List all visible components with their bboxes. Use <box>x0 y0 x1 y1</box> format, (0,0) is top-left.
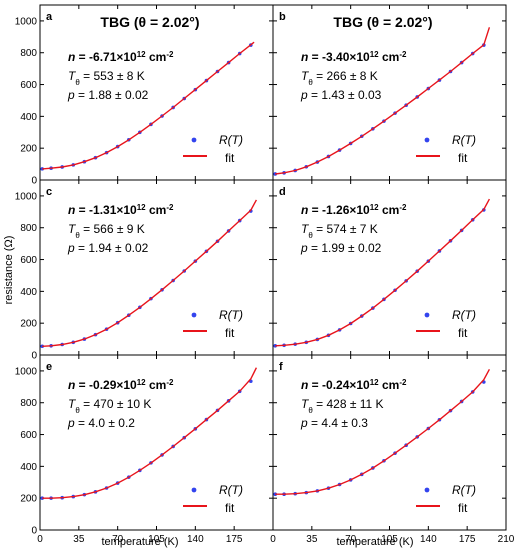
y-tick-label: 400 <box>20 287 37 298</box>
y-tick-label: 1000 <box>15 191 38 202</box>
exponent-label: p = 1.99 ± 0.02 <box>300 241 382 255</box>
y-tick-label: 800 <box>20 398 37 409</box>
panel-b: b TBG (θ = 2.02°) n = -3.40×1012 cm-2 Tθ = … <box>272 4 507 181</box>
fit-line-e <box>42 367 258 499</box>
x-tick-label: 70 <box>345 534 357 545</box>
y-tick-label: 400 <box>20 112 37 123</box>
panel-letter: b <box>279 11 286 23</box>
x-tick-label: 105 <box>381 534 398 545</box>
x-tick-label: 0 <box>270 534 276 545</box>
legend-fit-label: fit <box>225 501 235 515</box>
theta-temperature-label: Tθ = 574 ± 7 K <box>301 222 378 240</box>
legend-data-marker <box>191 137 197 143</box>
exponent-label: p = 1.88 ± 0.02 <box>67 88 149 102</box>
density-label: n = -1.31×1012 cm-2 <box>68 203 174 218</box>
legend-data-label: R(T) <box>219 133 243 147</box>
fit-line-d <box>275 198 491 347</box>
y-tick-label: 800 <box>20 223 37 234</box>
y-axis-label: resistance (Ω) <box>3 236 15 305</box>
density-label: n = -0.29×1012 cm-2 <box>68 378 174 393</box>
legend-data-label: R(T) <box>452 308 476 322</box>
exponent-label: p = 1.94 ± 0.02 <box>67 241 149 255</box>
x-tick-label: 35 <box>306 534 318 545</box>
legend-fit-label: fit <box>458 501 468 515</box>
theta-temperature-label: Tθ = 553 ± 8 K <box>68 69 145 87</box>
y-tick-label: 200 <box>20 319 37 330</box>
density-label: n = -6.71×1012 cm-2 <box>68 50 174 65</box>
x-tick-label: 0 <box>37 534 43 545</box>
legend-data-label: R(T) <box>452 483 476 497</box>
legend-data-marker <box>191 487 197 493</box>
theta-temperature-label: Tθ = 428 ± 11 K <box>301 397 384 415</box>
y-tick-label: 600 <box>20 80 37 91</box>
legend-data-label: R(T) <box>219 483 243 497</box>
y-tick-label: 600 <box>20 430 37 441</box>
panel-d: d n = -1.26×1012 cm-2 Tθ = 574 ± 7 Kp = 1.… <box>272 179 507 356</box>
theta-temperature-label: Tθ = 566 ± 9 K <box>68 222 145 240</box>
y-tick-label: 0 <box>31 351 37 362</box>
x-axis-label-left: temperature (K) <box>101 536 178 548</box>
x-axis-label-right: temperature (K) <box>336 536 413 548</box>
density-label: n = -1.26×1012 cm-2 <box>301 203 407 218</box>
y-tick-label: 0 <box>31 176 37 187</box>
legend-fit-label: fit <box>225 326 235 340</box>
fit-line-a <box>42 41 255 170</box>
exponent-label: p = 4.4 ± 0.3 <box>300 416 368 430</box>
y-tick-label: 0 <box>31 526 37 537</box>
panel-letter: c <box>46 186 52 198</box>
panel-e: 0 200 400 600 800 1000 0 35 70 105 140 175 e n = -0.2… <box>15 354 274 545</box>
density-label: n = -0.24×1012 cm-2 <box>301 378 407 393</box>
exponent-label: p = 1.43 ± 0.03 <box>300 88 382 102</box>
x-tick-label: 35 <box>73 534 85 545</box>
panel-a: 0 200 400 600 800 1000 a TBG (θ = 2.02°) n = -6.… <box>15 4 274 187</box>
legend-fit-label: fit <box>458 151 468 165</box>
x-tick-label: 175 <box>226 534 243 545</box>
y-tick-label: 200 <box>20 144 37 155</box>
y-tick-label: 200 <box>20 494 37 505</box>
density-label: n = -3.40×1012 cm-2 <box>301 50 407 65</box>
panel-letter: e <box>46 361 52 373</box>
fit-line-c <box>42 199 258 347</box>
panel-letter: d <box>279 186 286 198</box>
panel-title: TBG (θ = 2.02°) <box>100 14 199 30</box>
y-tick-label: 1000 <box>15 16 38 27</box>
legend-data-marker <box>424 312 430 318</box>
y-tick-label: 1000 <box>15 366 38 377</box>
x-tick-label: 70 <box>112 534 124 545</box>
x-tick-label: 210 <box>498 534 515 545</box>
x-tick-label: 140 <box>187 534 204 545</box>
theta-temperature-label: Tθ = 470 ± 10 K <box>68 397 151 415</box>
panel-f: 0 35 70 105 140 175 210 f n = -0.24×1012 cm-2 Tθ … <box>270 354 515 545</box>
legend-fit-label: fit <box>458 326 468 340</box>
panel-title: TBG (θ = 2.02°) <box>333 14 432 30</box>
legend-data-marker <box>191 312 197 318</box>
fit-line-f <box>275 368 491 495</box>
exponent-label: p = 4.0 ± 0.2 <box>67 416 135 430</box>
x-tick-label: 140 <box>420 534 437 545</box>
y-tick-label: 400 <box>20 462 37 473</box>
legend-data-label: R(T) <box>219 308 243 322</box>
panel-c: 0 200 400 600 800 1000 c n = -1.31×1012 cm-2 Tθ … <box>15 179 274 362</box>
x-tick-label: 105 <box>148 534 165 545</box>
panel-letter: a <box>46 11 53 23</box>
y-tick-label: 800 <box>20 48 37 59</box>
legend-data-marker <box>424 137 430 143</box>
x-tick-label: 175 <box>459 534 476 545</box>
legend-data-label: R(T) <box>452 133 476 147</box>
legend-fit-label: fit <box>225 151 235 165</box>
theta-temperature-label: Tθ = 266 ± 8 K <box>301 69 378 87</box>
legend-data-marker <box>424 487 430 493</box>
panel-letter: f <box>279 361 283 373</box>
fit-line-b <box>275 27 491 175</box>
y-tick-label: 600 <box>20 255 37 266</box>
